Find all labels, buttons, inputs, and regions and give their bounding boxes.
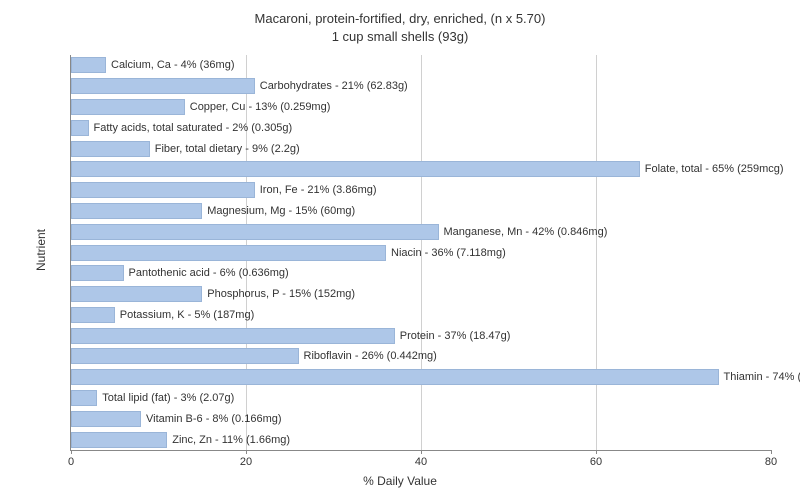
nutrient-bar-label: Carbohydrates - 21% (62.83g) xyxy=(260,80,408,92)
x-axis-label: % Daily Value xyxy=(363,474,437,488)
nutrient-bar: Calcium, Ca - 4% (36mg) xyxy=(71,57,106,73)
y-axis-label: Nutrient xyxy=(34,229,48,271)
nutrient-bar-label: Riboflavin - 26% (0.442mg) xyxy=(304,350,437,362)
x-tick-mark xyxy=(596,450,597,454)
gridline xyxy=(596,55,597,450)
nutrient-bar: Thiamin - 74% (1.104mg) xyxy=(71,369,719,385)
nutrient-bar: Magnesium, Mg - 15% (60mg) xyxy=(71,203,202,219)
nutrient-chart: Macaroni, protein-fortified, dry, enrich… xyxy=(0,0,800,500)
nutrient-bar: Protein - 37% (18.47g) xyxy=(71,328,395,344)
nutrient-bar: Pantothenic acid - 6% (0.636mg) xyxy=(71,265,124,281)
x-tick-label: 60 xyxy=(590,456,602,468)
nutrient-bar: Total lipid (fat) - 3% (2.07g) xyxy=(71,390,97,406)
title-line1: Macaroni, protein-fortified, dry, enrich… xyxy=(255,11,546,26)
nutrient-bar-label: Phosphorus, P - 15% (152mg) xyxy=(207,288,355,300)
nutrient-bar-label: Niacin - 36% (7.118mg) xyxy=(391,247,506,259)
nutrient-bar: Copper, Cu - 13% (0.259mg) xyxy=(71,99,185,115)
nutrient-bar: Carbohydrates - 21% (62.83g) xyxy=(71,78,255,94)
x-tick-mark xyxy=(71,450,72,454)
nutrient-bar: Riboflavin - 26% (0.442mg) xyxy=(71,348,299,364)
nutrient-bar-label: Thiamin - 74% (1.104mg) xyxy=(724,371,800,383)
x-tick-label: 20 xyxy=(240,456,252,468)
nutrient-bar-label: Potassium, K - 5% (187mg) xyxy=(120,309,255,321)
nutrient-bar: Fiber, total dietary - 9% (2.2g) xyxy=(71,141,150,157)
nutrient-bar-label: Fiber, total dietary - 9% (2.2g) xyxy=(155,143,300,155)
nutrient-bar: Phosphorus, P - 15% (152mg) xyxy=(71,286,202,302)
nutrient-bar: Manganese, Mn - 42% (0.846mg) xyxy=(71,224,439,240)
nutrient-bar: Folate, total - 65% (259mcg) xyxy=(71,161,640,177)
nutrient-bar-label: Iron, Fe - 21% (3.86mg) xyxy=(260,184,377,196)
nutrient-bar-label: Vitamin B-6 - 8% (0.166mg) xyxy=(146,413,282,425)
x-tick-mark xyxy=(246,450,247,454)
x-tick-label: 0 xyxy=(68,456,74,468)
plot-area: 020406080Calcium, Ca - 4% (36mg)Carbohyd… xyxy=(70,55,771,451)
nutrient-bar-label: Magnesium, Mg - 15% (60mg) xyxy=(207,205,355,217)
nutrient-bar: Iron, Fe - 21% (3.86mg) xyxy=(71,182,255,198)
nutrient-bar: Zinc, Zn - 11% (1.66mg) xyxy=(71,432,167,448)
x-tick-mark xyxy=(771,450,772,454)
nutrient-bar-label: Zinc, Zn - 11% (1.66mg) xyxy=(172,434,290,446)
nutrient-bar: Potassium, K - 5% (187mg) xyxy=(71,307,115,323)
title-line2: 1 cup small shells (93g) xyxy=(332,29,469,44)
nutrient-bar: Niacin - 36% (7.118mg) xyxy=(71,245,386,261)
nutrient-bar-label: Protein - 37% (18.47g) xyxy=(400,330,511,342)
nutrient-bar-label: Calcium, Ca - 4% (36mg) xyxy=(111,59,234,71)
nutrient-bar-label: Total lipid (fat) - 3% (2.07g) xyxy=(102,392,234,404)
nutrient-bar-label: Copper, Cu - 13% (0.259mg) xyxy=(190,101,331,113)
nutrient-bar: Fatty acids, total saturated - 2% (0.305… xyxy=(71,120,89,136)
nutrient-bar-label: Manganese, Mn - 42% (0.846mg) xyxy=(444,226,608,238)
nutrient-bar-label: Pantothenic acid - 6% (0.636mg) xyxy=(129,267,289,279)
x-tick-mark xyxy=(421,450,422,454)
x-tick-label: 80 xyxy=(765,456,777,468)
nutrient-bar-label: Fatty acids, total saturated - 2% (0.305… xyxy=(94,122,293,134)
chart-title: Macaroni, protein-fortified, dry, enrich… xyxy=(0,0,800,46)
nutrient-bar-label: Folate, total - 65% (259mcg) xyxy=(645,163,784,175)
x-tick-label: 40 xyxy=(415,456,427,468)
nutrient-bar: Vitamin B-6 - 8% (0.166mg) xyxy=(71,411,141,427)
